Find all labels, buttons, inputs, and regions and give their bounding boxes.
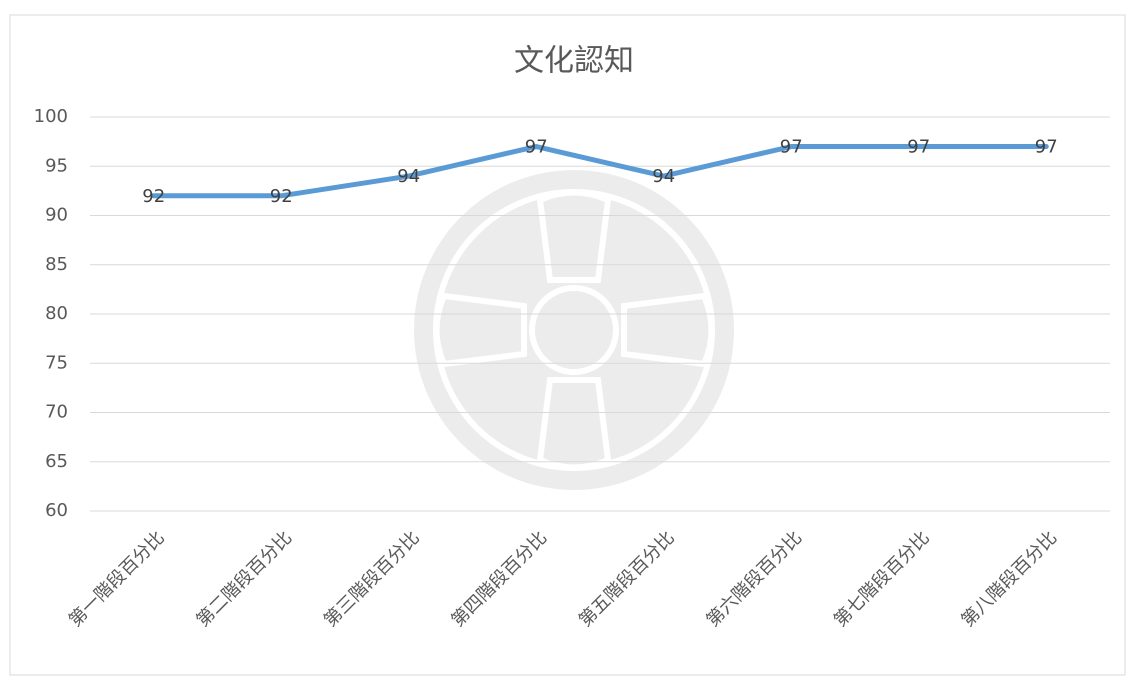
y-tick-label: 75 [45,352,68,373]
y-tick-label: 100 [34,106,68,127]
y-tick-label: 80 [45,303,68,324]
chart-title: 文化認知 [514,44,634,79]
watermark [414,170,734,490]
data-label: 94 [397,166,420,187]
data-label: 97 [525,137,548,158]
data-line [151,144,1049,199]
y-tick-label: 95 [45,155,68,176]
grid [90,116,1110,512]
y-tick-label: 65 [45,451,68,472]
data-label: 92 [142,186,165,207]
data-label: 94 [652,166,675,187]
watermark-center [529,285,619,375]
data-label: 97 [907,137,930,158]
data-label: 92 [270,186,293,207]
watermark-petals [433,189,715,471]
y-tick-label: 90 [45,205,68,226]
data-label: 97 [780,137,803,158]
y-tick-label: 60 [45,500,68,521]
watermark-disc [414,170,734,490]
y-tick-label: 85 [45,254,68,275]
data-label: 97 [1035,137,1058,158]
y-tick-label: 70 [45,402,68,423]
